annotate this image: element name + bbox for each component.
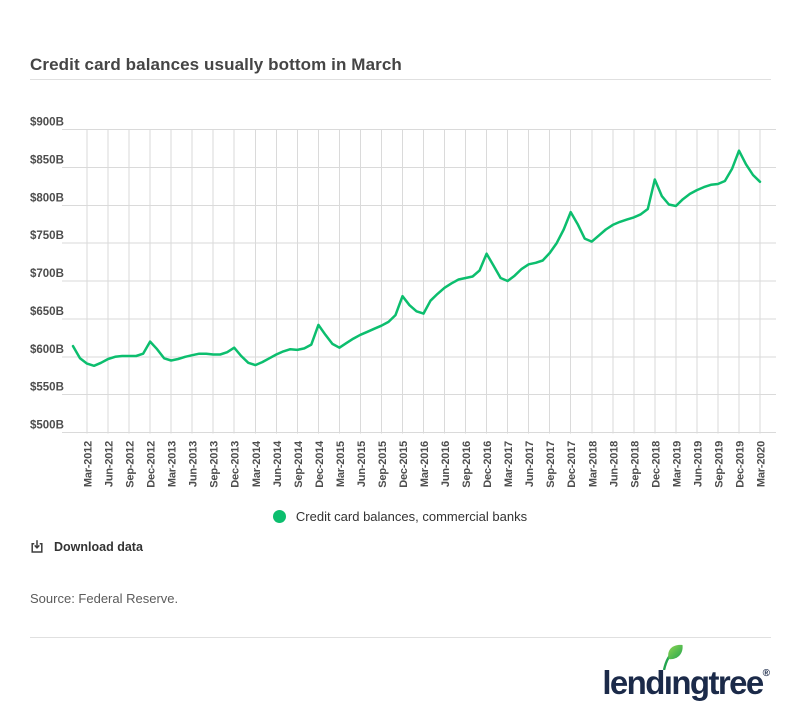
legend-label: Credit card balances, commercial banks bbox=[295, 509, 528, 524]
x-axis-tick-label: Mar-2013 bbox=[167, 441, 179, 487]
x-axis-tick-label: Mar-2017 bbox=[503, 441, 515, 487]
y-axis-tick-label: $850B bbox=[30, 154, 64, 166]
line-chart: $900B $850B $800B $750B $700B $650B $600B $550B… bbox=[30, 117, 776, 488]
title-divider bbox=[30, 79, 771, 80]
download-label: Download data bbox=[54, 540, 143, 554]
x-axis-tick-label: Dec-2018 bbox=[650, 441, 662, 488]
source-note: Source: Federal Reserve. bbox=[30, 591, 179, 606]
x-axis-tick-label: Mar-2012 bbox=[83, 441, 95, 487]
y-axis-tick-label: $650B bbox=[30, 306, 64, 318]
x-axis-tick-label: Jun-2015 bbox=[356, 441, 368, 487]
x-axis-tick-label: Mar-2020 bbox=[756, 441, 768, 487]
y-axis-tick-label: $550B bbox=[30, 382, 64, 394]
logo-text: lendı ngtree bbox=[602, 644, 764, 701]
x-axis-tick-label: Jun-2018 bbox=[608, 441, 620, 487]
x-axis-tick-label: Mar-2018 bbox=[587, 441, 599, 487]
lendingtree-logo[interactable]: lendı ngtree® bbox=[602, 644, 770, 701]
y-axis-tick-label: $900B bbox=[30, 117, 64, 129]
x-axis-tick-label: Sep-2019 bbox=[713, 441, 725, 488]
page-title: Credit card balances usually bottom in M… bbox=[30, 55, 402, 75]
x-axis-tick-label: Dec-2013 bbox=[230, 441, 242, 488]
x-axis-tick-label: Jun-2016 bbox=[440, 441, 452, 487]
x-axis-tick-label: Sep-2017 bbox=[545, 441, 557, 488]
x-axis-tick-label: Mar-2014 bbox=[251, 440, 263, 487]
footer-divider bbox=[30, 637, 771, 638]
registered-mark: ® bbox=[762, 668, 770, 679]
y-axis-tick-label: $600B bbox=[30, 344, 64, 356]
y-axis-tick-label: $700B bbox=[30, 268, 64, 280]
x-axis-tick-label: Mar-2019 bbox=[671, 441, 683, 487]
download-icon bbox=[29, 539, 45, 555]
y-axis-tick-label: $800B bbox=[30, 192, 64, 204]
x-axis-tick-label: Dec-2012 bbox=[146, 441, 158, 488]
x-axis-tick-label: Jun-2017 bbox=[524, 441, 536, 487]
series-line bbox=[71, 149, 762, 368]
x-axis-tick-label: Dec-2017 bbox=[566, 441, 578, 488]
x-axis-tick-label: Dec-2015 bbox=[398, 441, 410, 488]
x-axis-tick-label: Dec-2019 bbox=[734, 441, 746, 488]
x-axis-tick-label: Dec-2016 bbox=[482, 441, 494, 488]
x-axis-tick-label: Sep-2013 bbox=[209, 441, 221, 488]
x-axis-tick-label: Sep-2012 bbox=[125, 441, 137, 488]
x-axis-tick-label: Dec-2014 bbox=[314, 440, 326, 488]
download-data-button[interactable]: Download data bbox=[29, 539, 143, 555]
x-axis-tick-label: Jun-2019 bbox=[692, 441, 704, 487]
x-axis-tick-label: Jun-2014 bbox=[272, 440, 284, 487]
x-axis-tick-label: Jun-2012 bbox=[104, 441, 116, 487]
chart-legend: Credit card balances, commercial banks bbox=[0, 509, 800, 524]
y-axis-tick-label: $750B bbox=[30, 230, 64, 242]
x-axis-tick-label: Jun-2013 bbox=[188, 441, 200, 487]
x-axis-tick-label: Sep-2014 bbox=[293, 440, 305, 488]
y-axis-tick-label: $500B bbox=[30, 420, 64, 432]
x-axis-tick-label: Sep-2016 bbox=[461, 441, 473, 488]
x-axis-tick-label: Sep-2018 bbox=[629, 441, 641, 488]
x-axis-tick-label: Mar-2015 bbox=[335, 441, 347, 487]
x-axis-tick-label: Sep-2015 bbox=[377, 441, 389, 488]
x-axis-tick-label: Mar-2016 bbox=[419, 441, 431, 487]
legend-dot-icon bbox=[272, 510, 286, 523]
leaf-icon bbox=[662, 644, 683, 670]
